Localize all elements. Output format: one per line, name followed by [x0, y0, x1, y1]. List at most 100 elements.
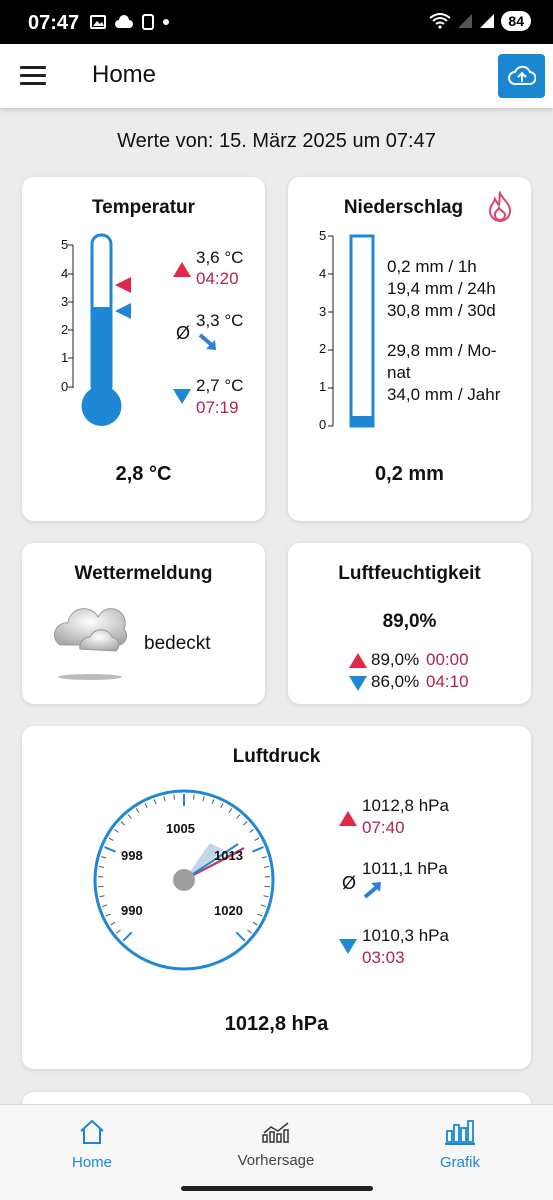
- nav-charts[interactable]: Grafik: [390, 1119, 530, 1171]
- weather-condition: bedeckt: [144, 633, 211, 654]
- nav-forecast[interactable]: Vorhersage: [206, 1119, 346, 1169]
- precipitation-card[interactable]: Niederschlag 5 4 3 2 1 0 0,2 mm / 1h 19,…: [288, 177, 531, 521]
- battery-indicator: 84: [501, 11, 531, 31]
- gauge-label-998: 998: [121, 848, 143, 863]
- gauge-tick: [102, 904, 108, 908]
- humidity-card[interactable]: Luftfeuchtigkeit 89,0% 89,0% 00:00 86,0%…: [288, 543, 531, 704]
- pressure-max-value: 1012,8 hPa: [362, 796, 449, 815]
- temp-tick-0: 0: [61, 379, 69, 394]
- page-title: Home: [92, 61, 157, 88]
- temp-max-time: 04:20: [196, 269, 239, 288]
- temp-avg-value: 3,3 °C: [196, 311, 244, 330]
- humidity-current: 89,0%: [382, 611, 437, 632]
- values-timestamp: Werte von: 15. März 2025 um 07:47: [117, 130, 436, 152]
- pressure-card[interactable]: Luftdruck 1005 998 1013 990 1020 1012,8 …: [22, 726, 531, 1069]
- gauge-tick: [261, 856, 267, 859]
- nav-charts-label: Grafik: [439, 1154, 480, 1171]
- wifi-icon: [429, 13, 452, 29]
- pressure-max-time: 07:40: [362, 818, 405, 837]
- gauge-tick: [202, 796, 205, 802]
- pressure-min-value: 1010,3 hPa: [362, 926, 449, 945]
- gauge-label-1013: 1013: [214, 848, 243, 863]
- barometer-gauge: [93, 789, 275, 971]
- bottom-navigation: Home Vorhersage Grafik: [0, 1104, 553, 1200]
- flame-icon: [488, 191, 512, 222]
- temp-max-value: 3,6 °C: [196, 248, 244, 267]
- status-time: 07:47: [28, 12, 80, 34]
- nav-home[interactable]: Home: [22, 1119, 162, 1171]
- status-icons-right: 84: [429, 11, 531, 31]
- gauge-tick: [235, 931, 246, 942]
- gauge-tick: [193, 794, 195, 800]
- gauge-tick: [99, 895, 105, 898]
- gauge-label-1005: 1005: [166, 821, 195, 836]
- gauge-tick: [236, 814, 241, 819]
- gauge-tick: [263, 895, 269, 898]
- dot-icon: [163, 19, 169, 25]
- gauge-tick: [104, 846, 117, 853]
- gauge-tick: [110, 921, 116, 926]
- max-arrow-icon: [173, 262, 191, 277]
- precip-30d: 30,8 mm / 30d: [387, 301, 496, 320]
- precip-tick-3: 3: [319, 304, 327, 319]
- temp-min-time: 07:19: [196, 398, 239, 417]
- forecast-chart-icon: [262, 1122, 289, 1143]
- gauge-tick: [153, 799, 157, 805]
- gauge-tick: [228, 808, 233, 813]
- home-icon: [80, 1119, 104, 1144]
- pressure-max-arrow-icon: [339, 811, 357, 826]
- precip-1h: 0,2 mm / 1h: [387, 257, 477, 276]
- temperature-current: 2,8 °C: [115, 463, 172, 485]
- gauge-tick: [252, 921, 258, 926]
- pressure-average-symbol: Ø: [342, 873, 357, 893]
- weather-report-title: Wettermeldung: [74, 563, 213, 584]
- upload-button[interactable]: [498, 54, 545, 98]
- temperature-card[interactable]: Temperatur 5 4 3 2 1 0 3,6 °C 04:20 Ø 3,…: [22, 177, 265, 521]
- gauge-tick: [127, 814, 132, 819]
- precip-tick-5: 5: [319, 228, 327, 243]
- gauge-tick: [108, 837, 114, 841]
- pressure-avg-value: 1011,1 hPa: [362, 859, 448, 878]
- humidity-max-time: 00:00: [426, 650, 469, 669]
- gauge-tick: [105, 913, 111, 917]
- humidity-max-arrow-icon: [349, 653, 367, 668]
- precip-month-cont: nat: [387, 363, 411, 382]
- gauge-tick: [120, 821, 125, 826]
- status-icons-left: [90, 14, 170, 30]
- temp-tick-4: 4: [61, 266, 69, 281]
- temp-min-value: 2,7 °C: [196, 376, 244, 395]
- temp-tick-3: 3: [61, 294, 69, 309]
- pressure-current: 1012,8 hPa: [224, 1013, 329, 1035]
- trend-down-arrow-icon: [198, 333, 216, 350]
- temp-tick-2: 2: [61, 322, 69, 337]
- gauge-tick: [263, 866, 270, 868]
- nav-forecast-label: Vorhersage: [237, 1152, 315, 1169]
- humidity-min-arrow-icon: [349, 676, 367, 691]
- status-bar: 07:47 84: [0, 0, 553, 44]
- gauge-tick: [98, 866, 105, 868]
- image-icon: [90, 15, 106, 29]
- precip-tick-4: 4: [319, 266, 327, 281]
- gauge-tick: [254, 837, 260, 841]
- temp-tick-1: 1: [61, 350, 69, 365]
- pressure-min-time: 03:03: [362, 948, 405, 967]
- gauge-tick: [116, 929, 121, 934]
- menu-button[interactable]: [20, 66, 46, 86]
- app-bar: Home: [0, 44, 553, 108]
- gesture-bar: [181, 1186, 373, 1191]
- gauge-tick: [247, 929, 252, 934]
- overcast-cloud-icon: [54, 608, 128, 680]
- weather-report-card[interactable]: Wettermeldung bedeckt: [22, 543, 265, 704]
- gauge-tick: [257, 913, 263, 917]
- precip-year: 34,0 mm / Jahr: [387, 385, 501, 404]
- humidity-max-value: 89,0%: [371, 650, 420, 669]
- pressure-min-arrow-icon: [339, 939, 357, 954]
- bar-chart-icon: [445, 1120, 475, 1145]
- gauge-tick: [135, 808, 140, 813]
- cloud-upload-icon: [507, 65, 536, 85]
- gauge-tick: [101, 856, 107, 859]
- precip-tick-2: 2: [319, 341, 327, 356]
- sim-icon: [142, 14, 154, 30]
- temperature-title: Temperatur: [91, 197, 196, 218]
- gauge-tick: [211, 799, 215, 805]
